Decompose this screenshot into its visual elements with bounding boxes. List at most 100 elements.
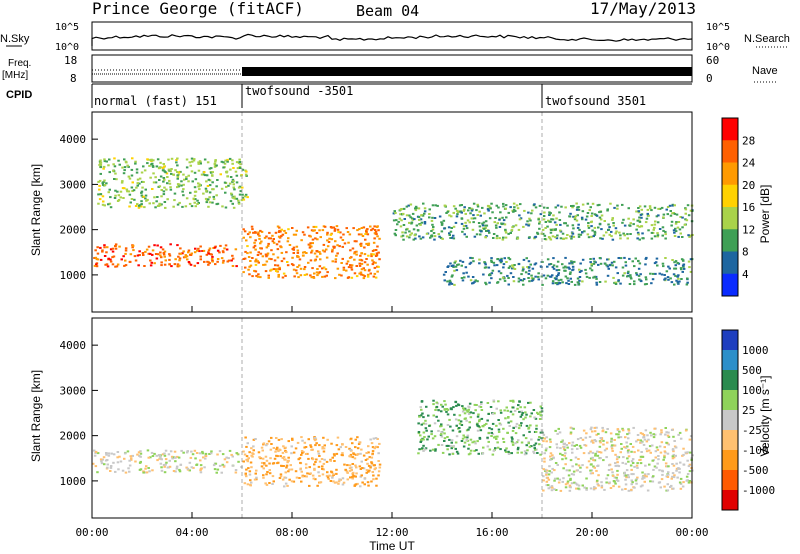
velocity-cell — [475, 404, 478, 406]
power-cell — [450, 275, 454, 278]
power-cell — [334, 277, 337, 280]
power-cell — [597, 263, 600, 266]
power-cell — [299, 274, 303, 277]
velocity-cell — [533, 447, 536, 450]
power-cell — [161, 248, 165, 251]
power-cell — [121, 166, 124, 169]
velocity-cell — [686, 459, 689, 462]
power-cell — [537, 272, 540, 275]
power-cell — [373, 266, 377, 269]
velocity-cell — [631, 462, 635, 464]
power-cell — [223, 181, 227, 184]
velocity-cell — [112, 453, 116, 456]
velocity-cell — [419, 440, 423, 442]
velocity-cell — [602, 443, 605, 446]
power-cell — [99, 172, 102, 175]
power-cell — [102, 200, 105, 203]
velocity-cell — [647, 473, 650, 476]
power-cell — [310, 245, 313, 248]
power-cell — [635, 228, 638, 231]
power-cell — [461, 260, 465, 263]
velocity-cell — [543, 460, 546, 463]
velocity-cell — [686, 473, 690, 475]
velocity-cell — [488, 427, 491, 430]
power-cell — [610, 235, 613, 238]
power-cell — [476, 214, 479, 216]
velocity-cell — [118, 455, 121, 458]
power-cell — [558, 211, 561, 214]
power-cell — [182, 188, 185, 191]
velocity-cell — [317, 450, 320, 453]
power-cell — [588, 209, 591, 212]
power-cell — [668, 267, 671, 270]
velocity-cell — [322, 462, 326, 465]
velocity-cell — [200, 467, 203, 470]
velocity-cell — [571, 441, 575, 444]
velocity-cell — [371, 446, 375, 449]
power-cell — [618, 231, 621, 234]
velocity-cell — [594, 440, 598, 443]
power-cell — [470, 217, 473, 220]
velocity-cell — [352, 471, 355, 474]
power-cell — [176, 164, 179, 167]
power-cell — [629, 222, 632, 225]
velocity-cell — [652, 468, 655, 471]
power-cell — [529, 263, 532, 266]
power-cell — [203, 174, 207, 177]
power-cell — [182, 256, 186, 259]
power-cell — [448, 234, 451, 236]
velocity-cell — [357, 443, 361, 445]
velocity-cell — [461, 410, 465, 413]
velocity-cell — [107, 452, 111, 455]
power-cell — [251, 257, 254, 259]
velocity-cell — [167, 453, 171, 456]
velocity-cell — [432, 414, 435, 417]
power-cell — [553, 221, 557, 224]
power-cell — [355, 240, 358, 243]
power-cell — [224, 191, 227, 194]
power-cell — [415, 224, 419, 227]
power-cell — [627, 207, 630, 210]
velocity-cell — [472, 412, 475, 415]
velocity-cell — [589, 450, 592, 453]
velocity-cell — [429, 449, 432, 452]
velocity-cell — [194, 457, 197, 460]
power-cell — [140, 191, 143, 194]
velocity-cell — [328, 474, 331, 477]
velocity-cell — [309, 445, 313, 448]
velocity-cell — [363, 477, 367, 480]
power-cell — [595, 283, 599, 286]
velocity-cell — [511, 437, 514, 440]
power-cell — [409, 216, 412, 219]
power-cell — [374, 261, 377, 264]
power-cell — [638, 278, 641, 281]
power-cell — [350, 268, 354, 271]
power-cell — [548, 220, 551, 223]
power-cell — [276, 248, 280, 251]
velocity-cell — [546, 476, 549, 479]
velocity-cell — [245, 468, 248, 471]
power-cell — [108, 202, 112, 205]
power-cell — [145, 248, 149, 251]
velocity-cell — [584, 444, 588, 447]
power-cell — [441, 222, 444, 225]
power-y-tick-label: 2000 — [60, 224, 87, 237]
power-cell — [231, 196, 235, 199]
power-cell — [188, 262, 191, 265]
velocity-cell — [660, 441, 664, 444]
velocity-cell — [317, 452, 321, 455]
velocity-cell — [626, 457, 629, 460]
velocity-cell — [279, 449, 282, 452]
power-cell — [459, 210, 462, 213]
power-cell — [222, 161, 225, 164]
power-cell — [247, 256, 251, 258]
power-cell — [571, 265, 575, 268]
velocity-cell — [603, 449, 607, 452]
power-cell — [306, 226, 310, 229]
velocity-cell — [542, 440, 545, 443]
power-cell — [632, 218, 635, 221]
velocity-cell — [679, 477, 683, 480]
velocity-cell — [626, 445, 629, 448]
power-colorbar-swatch — [722, 140, 738, 163]
power-cell — [273, 259, 277, 262]
